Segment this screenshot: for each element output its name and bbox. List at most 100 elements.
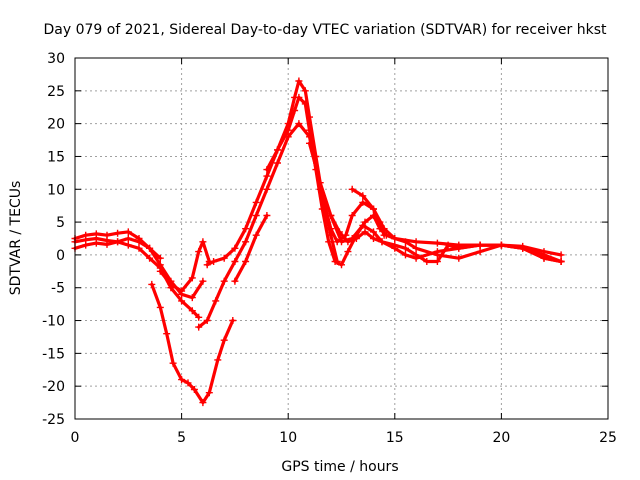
data-point-marker xyxy=(301,100,309,108)
x-tick-label: 10 xyxy=(279,430,297,446)
data-point-marker xyxy=(178,376,186,384)
data-point-marker xyxy=(148,280,156,288)
data-point-marker xyxy=(361,228,369,236)
data-point-marker xyxy=(359,198,367,206)
data-point-marker xyxy=(124,235,132,242)
y-tick-label: -15 xyxy=(42,346,65,362)
data-point-marker xyxy=(190,386,198,393)
data-point-marker xyxy=(146,254,154,262)
x-axis-title: GPS time / hours xyxy=(281,459,398,475)
series-track-j-markers xyxy=(327,212,565,265)
data-point-marker xyxy=(178,287,186,295)
data-point-marker xyxy=(455,244,463,252)
data-point-marker xyxy=(301,87,309,95)
data-point-marker xyxy=(295,93,303,101)
data-point-marker xyxy=(338,238,345,246)
y-tick-label: -25 xyxy=(42,412,65,428)
x-tick-label: 20 xyxy=(492,430,510,446)
data-point-marker xyxy=(359,221,367,229)
data-point-marker xyxy=(220,254,228,262)
data-point-marker xyxy=(359,192,367,200)
y-tick-label: 25 xyxy=(47,84,65,100)
data-point-marker xyxy=(263,166,271,174)
data-point-marker xyxy=(124,241,132,249)
data-point-marker xyxy=(348,212,356,219)
data-point-marker xyxy=(402,244,409,252)
data-point-marker xyxy=(220,336,228,344)
data-point-marker xyxy=(114,238,122,246)
data-point-marker xyxy=(295,120,303,128)
x-tick-label: 15 xyxy=(386,430,404,446)
axis-tick-labels: 0 5 10 15 20 25 -25 -20 -15 -10 -5 0 5 10 15 20 25 30 xyxy=(42,51,617,446)
data-point-marker xyxy=(557,258,565,265)
data-point-marker xyxy=(203,261,211,269)
data-point-marker xyxy=(242,258,250,265)
data-point-marker xyxy=(214,356,222,364)
y-tick-label: 10 xyxy=(47,182,65,198)
data-point-marker xyxy=(291,107,299,114)
data-point-marker xyxy=(376,218,384,226)
data-point-marker xyxy=(402,238,409,246)
data-point-marker xyxy=(274,146,281,154)
data-point-marker xyxy=(231,244,239,252)
chart-title: Day 079 of 2021, Sidereal Day-to-day VTE… xyxy=(44,22,607,38)
plot-frame xyxy=(74,57,609,420)
data-point-marker xyxy=(380,231,388,239)
data-point-marker xyxy=(557,251,565,259)
data-point-marker xyxy=(135,238,143,246)
data-point-marker xyxy=(184,379,192,387)
data-point-marker xyxy=(199,399,207,407)
data-point-marker xyxy=(242,225,250,233)
data-point-marker xyxy=(433,248,441,256)
data-point-marker xyxy=(476,248,484,256)
data-point-marker xyxy=(229,317,237,324)
data-point-marker xyxy=(135,244,143,252)
data-point-marker xyxy=(335,228,343,236)
data-point-marker xyxy=(163,330,171,338)
data-point-marker xyxy=(370,228,377,236)
data-point-marker xyxy=(205,389,213,397)
data-point-marker xyxy=(325,238,333,246)
data-point-marker xyxy=(306,126,313,134)
y-axis-title: SDTVAR / TECUs xyxy=(8,181,24,296)
data-point-marker xyxy=(327,212,335,219)
data-point-marker xyxy=(114,229,122,237)
data-point-marker xyxy=(378,238,386,246)
y-tick-label: 30 xyxy=(47,51,65,67)
data-point-marker xyxy=(338,261,345,269)
data-point-marker xyxy=(203,317,211,324)
data-point-marker xyxy=(169,359,177,367)
data-point-marker xyxy=(156,267,164,275)
data-point-marker xyxy=(92,235,100,242)
data-point-marker xyxy=(263,212,271,219)
data-point-marker xyxy=(103,237,111,244)
data-point-marker xyxy=(124,228,132,236)
data-point-marker xyxy=(344,238,352,246)
data-point-marker xyxy=(540,254,548,262)
y-tick-label: 5 xyxy=(56,215,65,231)
data-point-marker xyxy=(210,258,218,265)
y-tick-label: -10 xyxy=(42,314,65,330)
data-point-marker xyxy=(519,244,527,252)
data-point-marker xyxy=(391,235,399,242)
data-point-marker xyxy=(476,241,484,249)
data-point-marker xyxy=(263,185,271,193)
y-tick-label: -5 xyxy=(51,281,65,297)
data-point-marker xyxy=(199,277,207,285)
data-point-marker xyxy=(231,277,239,285)
x-tick-label: 25 xyxy=(599,430,617,446)
series-track-k-markers xyxy=(348,185,388,239)
data-point-marker xyxy=(352,235,360,242)
data-point-marker xyxy=(284,126,292,134)
x-tick-label: 5 xyxy=(177,430,186,446)
data-point-marker xyxy=(433,258,441,265)
axis-ticks xyxy=(74,57,609,420)
data-point-marker xyxy=(263,172,271,180)
data-point-marker xyxy=(195,313,203,321)
data-point-marker xyxy=(252,198,260,206)
x-tick-label: 0 xyxy=(71,430,80,446)
data-point-marker xyxy=(220,277,228,285)
data-point-marker xyxy=(331,258,339,265)
data-point-marker xyxy=(327,225,335,233)
